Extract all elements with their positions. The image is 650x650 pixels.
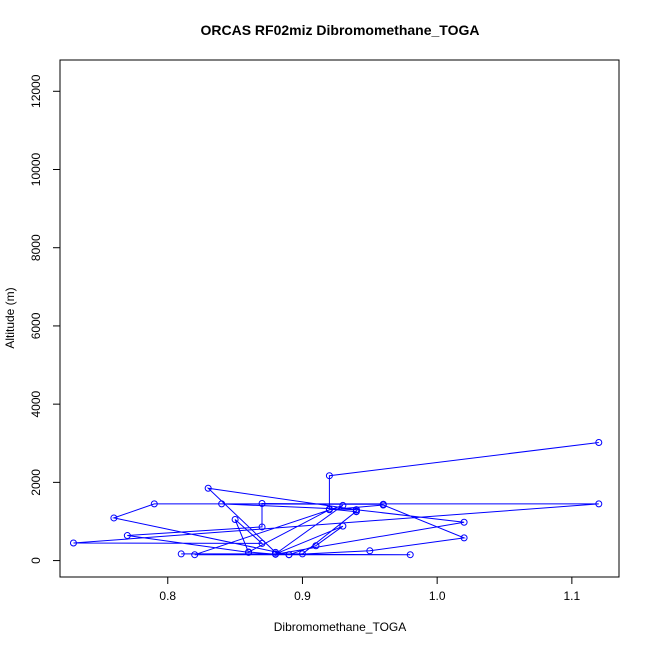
series-line bbox=[73, 442, 599, 556]
data-point bbox=[258, 499, 266, 507]
data-point bbox=[285, 551, 293, 559]
data-point bbox=[325, 472, 333, 480]
data-series bbox=[69, 438, 603, 559]
data-point bbox=[460, 534, 468, 542]
data-point bbox=[595, 438, 603, 446]
data-point bbox=[69, 539, 77, 547]
data-point bbox=[460, 518, 468, 526]
data-point bbox=[379, 501, 387, 509]
data-point bbox=[366, 547, 374, 555]
data-point bbox=[325, 506, 333, 514]
y-tick-label: 4000 bbox=[29, 390, 43, 417]
data-point bbox=[245, 548, 253, 556]
y-tick-label: 6000 bbox=[29, 312, 43, 339]
data-point bbox=[339, 501, 347, 509]
x-axis: 0.8 0.9 1.0 1.1 bbox=[159, 576, 581, 603]
data-point bbox=[231, 516, 239, 524]
chart-title: ORCAS RF02miz Dibromomethane_TOGA bbox=[200, 22, 479, 38]
x-tick-label: 1.0 bbox=[429, 589, 446, 603]
data-point bbox=[123, 532, 131, 540]
data-point bbox=[272, 550, 280, 558]
x-tick-label: 0.9 bbox=[294, 589, 311, 603]
x-tick-label: 0.8 bbox=[159, 589, 176, 603]
x-tick-label: 1.1 bbox=[564, 589, 581, 603]
data-point bbox=[312, 542, 320, 550]
data-point bbox=[110, 514, 118, 522]
y-axis: 0 2000 4000 6000 8000 10000 12000 bbox=[29, 74, 61, 564]
data-point bbox=[406, 551, 414, 559]
y-tick-label: 10000 bbox=[29, 152, 43, 186]
data-point bbox=[258, 523, 266, 531]
data-point bbox=[339, 522, 347, 530]
data-point bbox=[218, 500, 226, 508]
data-point bbox=[191, 551, 199, 559]
x-axis-label: Dibromomethane_TOGA bbox=[274, 620, 407, 634]
data-point bbox=[204, 484, 212, 492]
data-point bbox=[595, 500, 603, 508]
data-point bbox=[150, 500, 158, 508]
y-tick-label: 8000 bbox=[29, 234, 43, 261]
data-point bbox=[352, 507, 360, 515]
plot-area bbox=[59, 59, 620, 578]
data-point bbox=[298, 550, 306, 558]
y-tick-label: 2000 bbox=[29, 469, 43, 496]
y-tick-label: 0 bbox=[29, 557, 43, 564]
data-point bbox=[177, 550, 185, 558]
y-axis-label: Altitude (m) bbox=[3, 287, 17, 348]
data-point bbox=[258, 539, 266, 547]
y-tick-label: 12000 bbox=[29, 74, 43, 108]
